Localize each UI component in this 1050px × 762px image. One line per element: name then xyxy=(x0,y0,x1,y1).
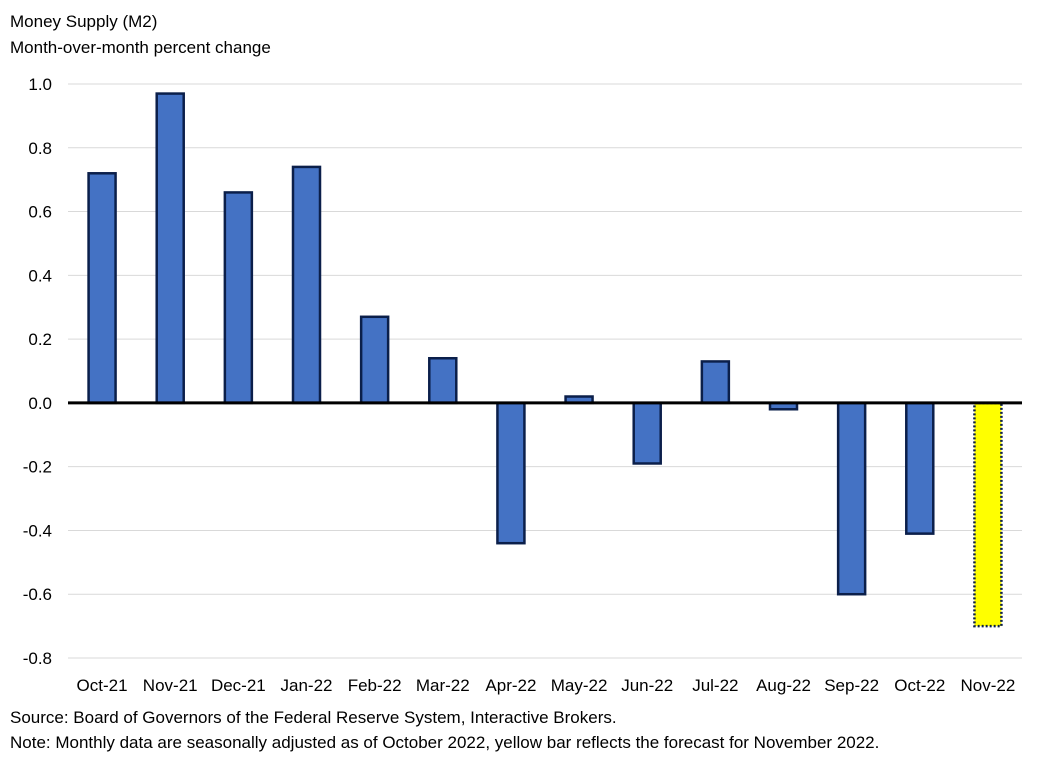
x-tick-label: Dec-21 xyxy=(211,676,266,695)
x-tick-label: Jun-22 xyxy=(621,676,673,695)
y-tick-label: -0.6 xyxy=(23,585,52,604)
y-tick-label: -0.2 xyxy=(23,458,52,477)
y-tick-label: 1.0 xyxy=(28,75,52,94)
bars xyxy=(87,92,1003,628)
bar xyxy=(632,401,662,465)
bar xyxy=(428,356,458,405)
x-tick-label: Jul-22 xyxy=(692,676,738,695)
bar xyxy=(87,172,117,405)
y-tick-label: 0.0 xyxy=(28,394,52,413)
chart-title-block: Money Supply (M2) Month-over-month perce… xyxy=(10,9,271,61)
gridlines xyxy=(68,83,1022,659)
forecast-bar xyxy=(973,401,1003,628)
bar xyxy=(700,360,731,405)
x-tick-label: Mar-22 xyxy=(416,676,470,695)
x-tick-label: Oct-22 xyxy=(894,676,945,695)
x-tick-label: Apr-22 xyxy=(485,676,536,695)
x-tick-label: Aug-22 xyxy=(756,676,811,695)
y-tick-label: 0.4 xyxy=(28,266,52,285)
x-tick-label: Sep-22 xyxy=(824,676,879,695)
bar xyxy=(223,191,254,405)
bar xyxy=(905,401,935,535)
bar xyxy=(359,315,390,405)
y-tick-label: 0.2 xyxy=(28,330,52,349)
x-tick-label: Nov-22 xyxy=(961,676,1016,695)
y-tick-label: -0.4 xyxy=(23,521,52,540)
bar-chart: 1.0 0.8 0.6 0.4 0.2 0.0 -0.2 -0.4 -0.6 -0.8 Oct-21… xyxy=(23,75,1022,695)
chart-notes: Source: Board of Governors of the Federa… xyxy=(10,705,879,755)
bar xyxy=(836,401,867,596)
chart-subtitle: Month-over-month percent change xyxy=(10,38,271,57)
x-tick-label: Jan-22 xyxy=(281,676,333,695)
x-tick-label: Nov-21 xyxy=(143,676,198,695)
x-tick-label: May-22 xyxy=(551,676,608,695)
source-note: Source: Board of Governors of the Federa… xyxy=(10,708,617,727)
y-tick-label: -0.8 xyxy=(23,649,52,668)
y-tick-label: 0.6 xyxy=(28,203,52,222)
x-tick-label: Feb-22 xyxy=(348,676,402,695)
bar xyxy=(291,165,322,405)
bar xyxy=(496,401,526,545)
forecast-note: Note: Monthly data are seasonally adjust… xyxy=(10,733,880,752)
x-tick-label: Oct-21 xyxy=(77,676,128,695)
bar xyxy=(155,92,185,405)
chart-title: Money Supply (M2) xyxy=(10,12,158,31)
y-tick-label: 0.8 xyxy=(28,139,52,158)
